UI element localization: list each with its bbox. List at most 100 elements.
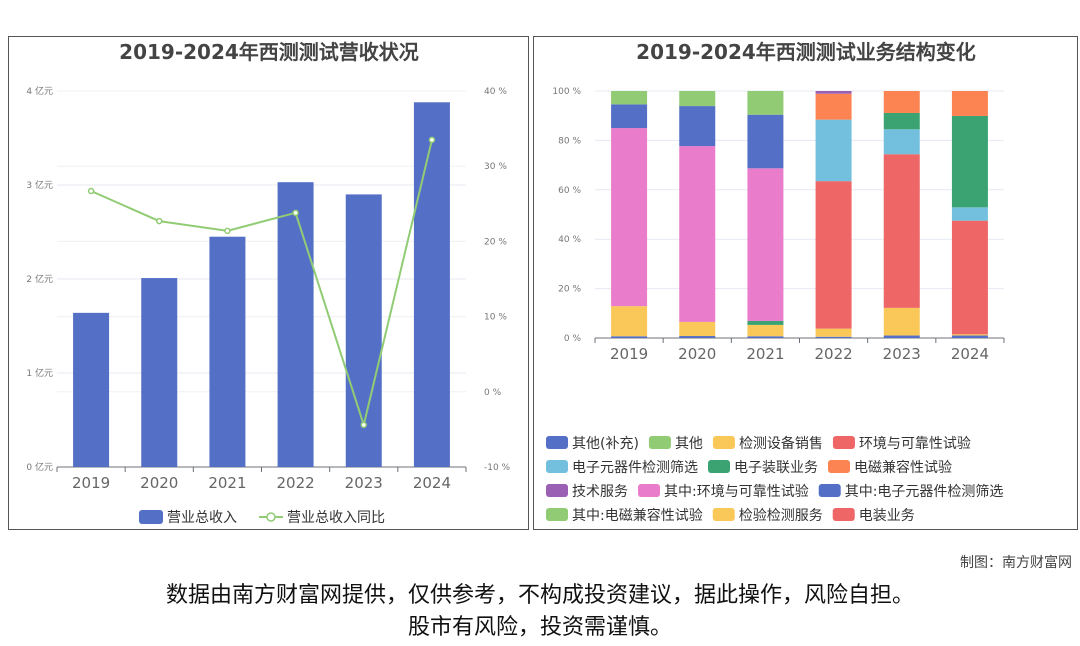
stacked-bar-segment [747, 114, 784, 169]
stacked-bar-segment [815, 336, 852, 338]
legend-item-swatch[interactable] [712, 508, 735, 521]
y-left-tick-label: 1 亿元 [26, 367, 53, 379]
stacked-bar-segment [679, 336, 716, 338]
legend-item-label[interactable]: 营业总收入同比 [287, 510, 385, 526]
stacked-bar-segment [679, 91, 716, 107]
business-structure-chart-panel: 2019-2024年西测测试业务结构变化 0 % 20 % 40 % 60 % 80 % 1… [533, 36, 1078, 530]
y-right-tick-label: 0 % [484, 388, 502, 398]
y-left-tick-label: 0 亿元 [26, 461, 53, 473]
stacked-bar-segment [815, 91, 852, 94]
legend-item-swatch[interactable] [828, 460, 850, 473]
stacked-bar-segment [679, 321, 716, 337]
stacked-bar-segment [883, 91, 920, 113]
bar [141, 278, 178, 467]
legend-item-label[interactable]: 其他 [675, 436, 703, 452]
legend-item-swatch[interactable] [648, 436, 671, 449]
legend-item-swatch[interactable] [266, 512, 276, 522]
y-tick-label: 80 % [558, 136, 581, 146]
legend-item-label[interactable]: 电磁兼容性试验 [854, 459, 952, 476]
stacked-bar-segment [883, 154, 920, 308]
bar [209, 236, 246, 467]
x-tick-label: 2022 [814, 345, 852, 363]
bar [413, 102, 450, 467]
disclaimer: 数据由南方财富网提供，仅供参考，不构成投资建议，据此操作，风险自担。 股市有风险… [0, 580, 1080, 644]
stacked-bar-segment [815, 328, 852, 337]
legend-item-swatch[interactable] [546, 484, 568, 497]
stacked-bar-segment [951, 220, 988, 335]
stacked-bar-segment [611, 91, 648, 105]
bar [73, 312, 110, 467]
legend-item-swatch[interactable] [832, 436, 855, 449]
stacked-bar-segment [883, 112, 920, 130]
x-tick-label: 2022 [276, 474, 314, 492]
legend-item-label[interactable]: 其中:电磁兼容性试验 [572, 507, 703, 524]
x-tick-label: 2023 [883, 345, 921, 363]
stacked-bar-segment [883, 129, 920, 155]
y-right-tick-label: 10 % [484, 313, 507, 323]
legend-item-label[interactable]: 其中:环境与可靠性试验 [664, 484, 809, 500]
legend-item-swatch[interactable] [708, 460, 730, 473]
stacked-bar-segment [951, 91, 988, 116]
chart-credit: 制图：南方财富网 [960, 555, 1072, 571]
x-tick-label: 2020 [678, 345, 716, 363]
y-left-tick-label: 2 亿元 [26, 273, 53, 285]
stacked-bar-segment [951, 335, 988, 338]
legend-item-swatch[interactable] [546, 460, 568, 473]
stacked-bar-segment [611, 336, 648, 338]
growth-point [360, 421, 367, 429]
legend-item-label[interactable]: 技术服务 [572, 484, 628, 500]
legend-item-swatch[interactable] [139, 510, 163, 524]
legend-item-swatch[interactable] [638, 484, 660, 497]
stacked-bar-segment [951, 334, 988, 336]
x-tick-label: 2019 [72, 474, 110, 492]
y-right-tick-label: 30 % [484, 162, 507, 172]
legend-item-swatch[interactable] [546, 508, 568, 521]
y-tick-label: 60 % [558, 186, 581, 196]
x-tick-label: 2024 [413, 474, 451, 492]
bar [277, 182, 314, 467]
disclaimer-line: 数据由南方财富网提供，仅供参考，不构成投资建议，据此操作，风险自担。 [165, 583, 914, 608]
y-right-tick-label: 20 % [484, 237, 507, 247]
legend-item-label[interactable]: 营业总收入 [167, 510, 237, 526]
legend-item-label[interactable]: 其中:电子元器件检测筛选 [845, 484, 1004, 500]
legend-item-label[interactable]: 电装业务 [859, 508, 915, 524]
stacked-bar-segment [747, 324, 784, 337]
y-left-tick-label: 4 亿元 [26, 85, 53, 97]
y-right-tick-label: 40 % [484, 87, 507, 97]
stacked-bar-segment [747, 168, 784, 321]
legend-item-label[interactable]: 电子装联业务 [734, 460, 818, 476]
stacked-bar-segment [611, 306, 648, 337]
stacked-bar-segment [679, 106, 716, 147]
stacked-bar-segment [611, 104, 648, 129]
x-tick-label: 2023 [345, 474, 383, 492]
y-tick-label: 0 % [564, 334, 582, 344]
y-left-tick-label: 3 亿元 [26, 179, 53, 191]
y-tick-label: 20 % [558, 285, 581, 295]
stacked-bar-segment [951, 207, 988, 221]
legend-item-label[interactable]: 其他(补充) [572, 436, 639, 452]
legend-item-label[interactable]: 检测设备销售 [739, 435, 823, 452]
legend-item-swatch[interactable] [832, 508, 855, 521]
stacked-bar-segment [883, 307, 920, 336]
chart-title: 2019-2024年西测测试业务结构变化 [636, 40, 976, 64]
x-tick-label: 2021 [208, 474, 246, 492]
y-tick-label: 40 % [558, 235, 581, 245]
legend-item-swatch[interactable] [546, 436, 568, 449]
x-tick-label: 2021 [746, 345, 784, 363]
stacked-bar-segment [747, 320, 784, 325]
growth-point [224, 227, 231, 235]
stacked-bar-segment [815, 181, 852, 329]
stacked-bar-segment [883, 335, 920, 338]
legend-item-label[interactable]: 电子元器件检测筛选 [572, 460, 698, 476]
stacked-bar-segment [747, 91, 784, 115]
legend-item-label[interactable]: 环境与可靠性试验 [859, 436, 971, 452]
disclaimer-line: 股市有风险，投资需谨慎。 [407, 615, 672, 640]
legend-item-swatch[interactable] [712, 436, 735, 449]
legend-item-label[interactable]: 检验检测服务 [739, 508, 823, 524]
x-tick-label: 2024 [951, 345, 989, 363]
stacked-bar-segment [951, 115, 988, 208]
growth-point [292, 209, 299, 217]
stacked-bar-segment [815, 119, 852, 182]
legend-item-swatch[interactable] [818, 484, 841, 497]
revenue-chart-panel: 2019-2024年西测测试营收状况 0 亿元 1 亿元 2 亿元 3 亿元 4 亿元 -1… [8, 36, 529, 530]
